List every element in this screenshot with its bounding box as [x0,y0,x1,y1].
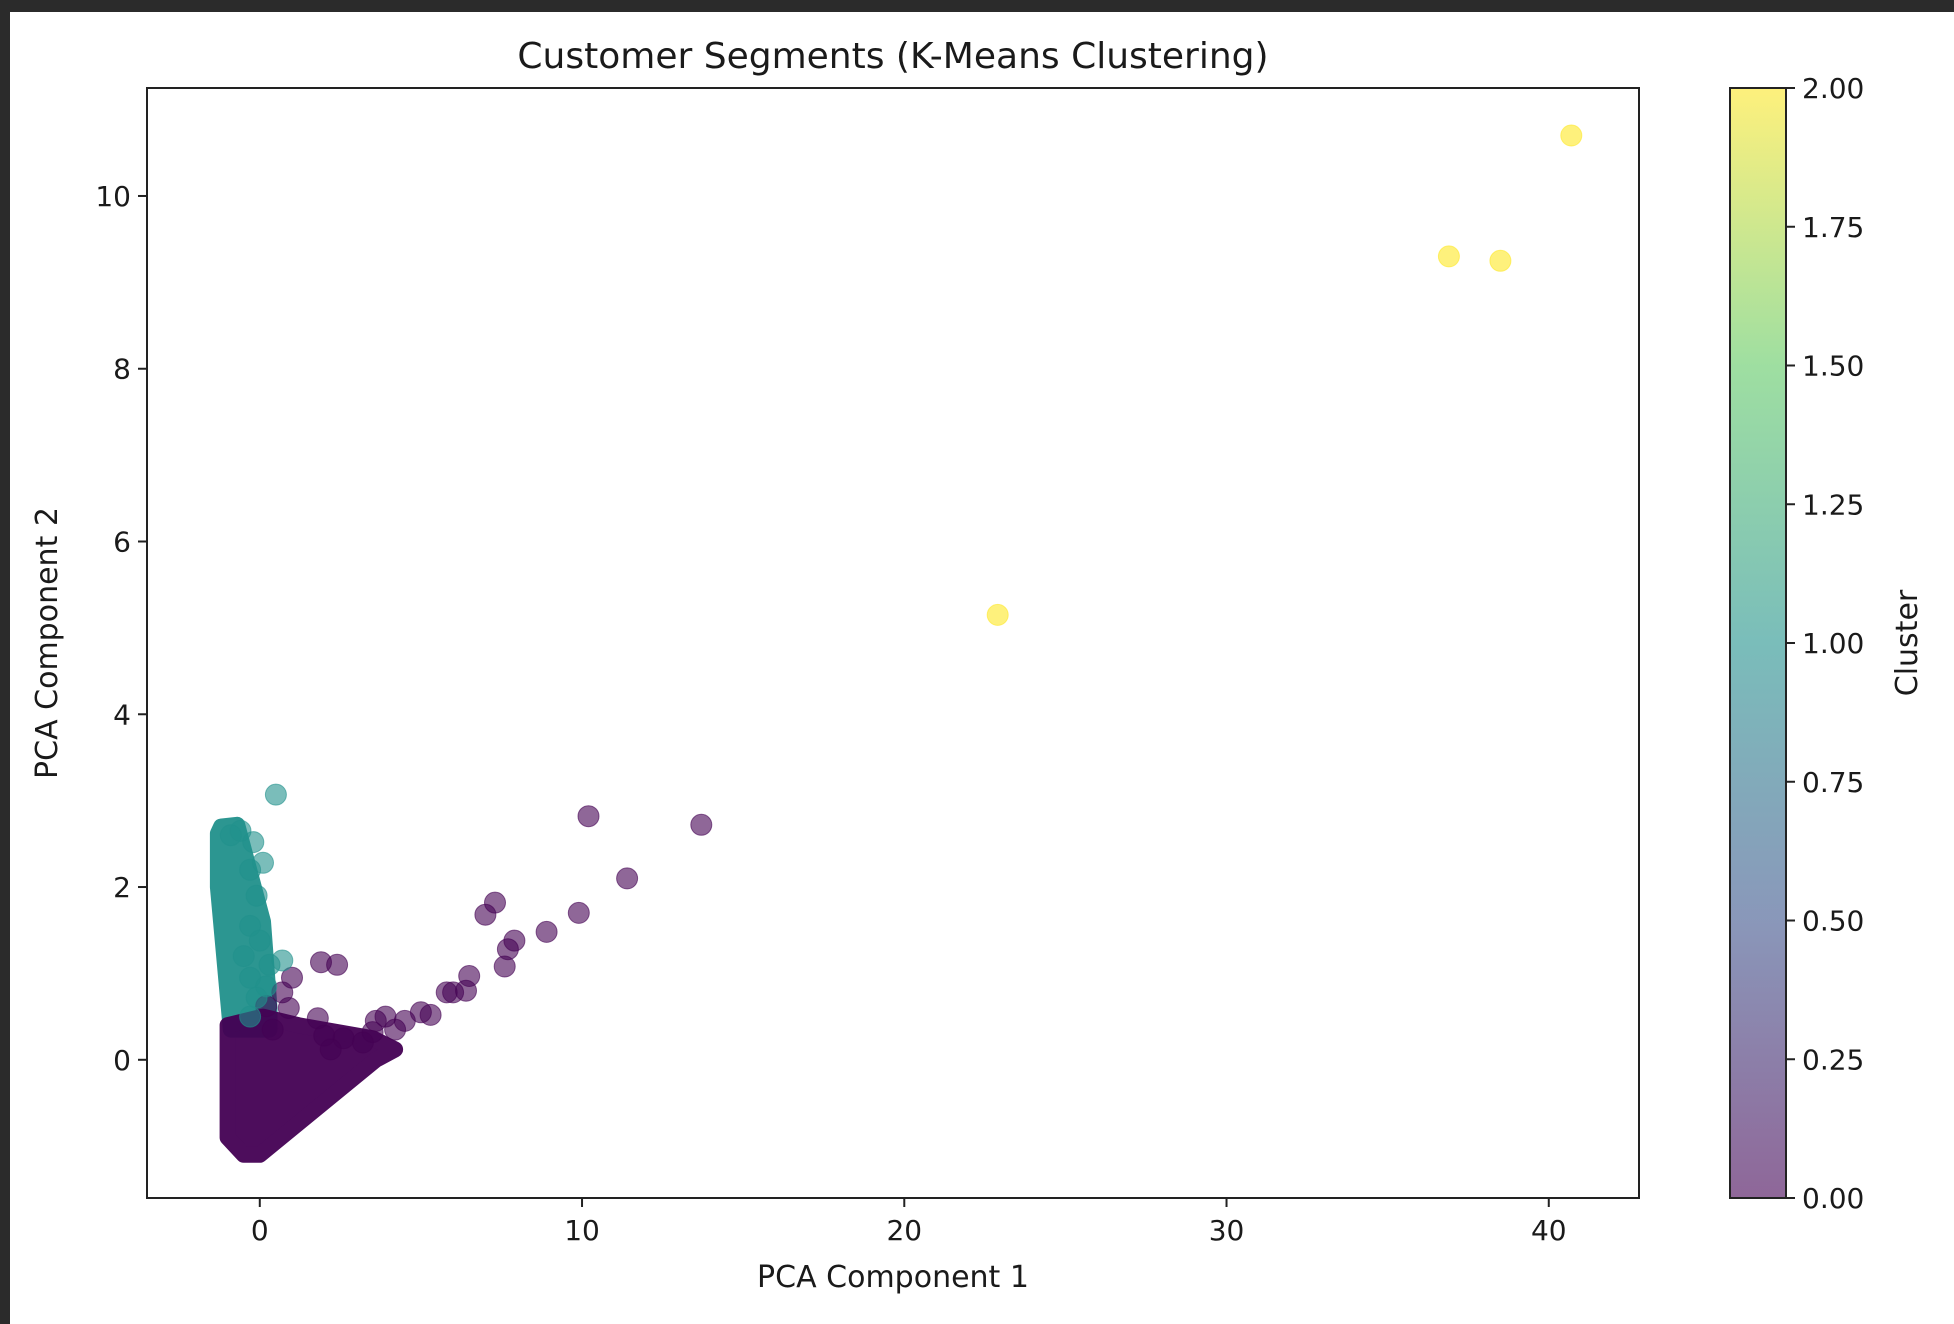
colorbar-tick-label: 1.00 [1802,627,1864,660]
colorbar-axis: 0.00 0.25 0.50 0.75 1.00 1.25 1.50 1.75 2.00 [1786,72,1864,1215]
chart-title: Customer Segments (K-Means Clustering) [517,36,1268,77]
colorbar-tick-label: 1.50 [1802,350,1864,383]
point-cluster-0 [690,813,713,836]
point-cluster-1 [255,975,278,998]
y-tick-label: 10 [95,180,131,213]
point-cluster-1 [258,953,281,976]
point-cluster-0 [319,1038,342,1061]
y-tick-label: 2 [113,871,131,904]
point-cluster-2 [1560,124,1583,147]
point-cluster-0 [535,920,558,943]
point-cluster-2 [1437,245,1460,268]
scatter-chart: Customer Segments (K-Means Clustering) 0… [30,36,1925,1295]
dense-region-cluster-0 [219,1008,404,1163]
colorbar-tick-label: 0.75 [1802,766,1864,799]
x-tick-label: 0 [251,1214,269,1247]
point-cluster-0 [361,1021,384,1044]
colorbar-tick-label: 0.50 [1802,905,1864,938]
colorbar-gradient [1730,88,1786,1198]
point-cluster-0 [326,953,349,976]
point-cluster-0 [261,1018,284,1041]
colorbar-tick-label: 2.00 [1802,72,1864,105]
point-cluster-1 [232,945,255,968]
figure: Customer Segments (K-Means Clustering) 0… [10,12,1954,1324]
point-cluster-1 [252,851,274,874]
x-tick-label: 40 [1531,1214,1567,1247]
points-layer [209,124,1583,1163]
x-axis: 0 10 20 30 40 [251,1198,1567,1247]
colorbar-tick-label: 1.25 [1802,488,1864,521]
y-tick-label: 8 [113,353,131,386]
x-axis-title: PCA Component 1 [757,1260,1029,1295]
point-cluster-1 [248,929,271,952]
colorbar-tick-label: 0.25 [1802,1043,1864,1076]
point-cluster-2 [986,603,1009,626]
point-cluster-0 [567,901,590,924]
point-cluster-1 [219,824,242,847]
y-axis: 0 2 4 6 8 10 [95,180,147,1077]
y-tick-label: 0 [113,1044,131,1077]
point-cluster-0 [474,903,497,926]
point-cluster-1 [264,783,287,806]
colorbar-tick-label: 0.00 [1802,1182,1864,1215]
y-tick-label: 4 [113,698,131,731]
point-cluster-0 [577,805,600,828]
x-tick-label: 30 [1209,1214,1245,1247]
point-cluster-0 [493,955,516,978]
point-cluster-2 [1489,249,1512,272]
point-cluster-1 [239,1005,262,1028]
y-tick-label: 6 [113,526,131,559]
colorbar-tick-label: 1.75 [1802,211,1864,244]
point-cluster-0 [616,867,639,890]
point-cluster-1 [245,884,268,907]
x-tick-label: 10 [564,1214,600,1247]
point-cluster-0 [435,981,458,1004]
y-axis-title: PCA Component 2 [30,507,65,779]
colorbar-title: Cluster [1890,589,1925,696]
x-tick-label: 20 [886,1214,922,1247]
plot-frame [146,87,1640,1199]
